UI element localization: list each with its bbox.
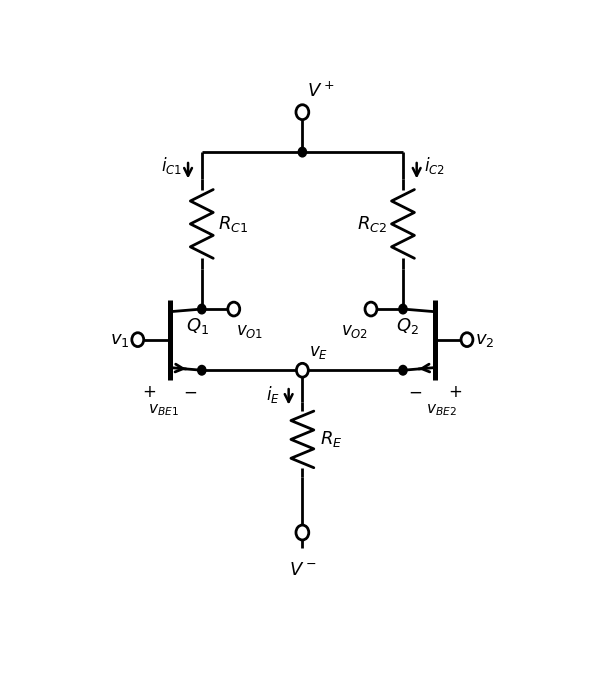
Circle shape <box>296 525 309 540</box>
Text: $Q_2$: $Q_2$ <box>396 316 419 337</box>
Text: $-$: $-$ <box>183 383 197 401</box>
Circle shape <box>198 304 206 314</box>
Text: $+$: $+$ <box>448 383 463 401</box>
Circle shape <box>365 302 377 316</box>
Text: $v_{O2}$: $v_{O2}$ <box>342 323 369 341</box>
Circle shape <box>228 302 240 316</box>
Circle shape <box>198 366 206 375</box>
Text: $V^+$: $V^+$ <box>307 81 334 100</box>
Text: $v_{O1}$: $v_{O1}$ <box>236 323 264 341</box>
Circle shape <box>461 333 473 347</box>
Text: $v_2$: $v_2$ <box>475 331 494 349</box>
Text: $v_1$: $v_1$ <box>110 331 130 349</box>
Circle shape <box>399 304 407 314</box>
Text: $R_{C2}$: $R_{C2}$ <box>357 214 387 234</box>
Text: $V^-$: $V^-$ <box>289 561 316 579</box>
Text: $+$: $+$ <box>142 383 156 401</box>
Circle shape <box>299 147 306 157</box>
Circle shape <box>296 363 309 377</box>
Circle shape <box>296 105 309 120</box>
Text: $-$: $-$ <box>408 383 422 401</box>
Text: $v_{BE1}$: $v_{BE1}$ <box>148 402 178 418</box>
Text: $i_{C1}$: $i_{C1}$ <box>162 155 183 176</box>
Circle shape <box>399 366 407 375</box>
Text: $R_E$: $R_E$ <box>320 429 342 449</box>
Text: $R_{C1}$: $R_{C1}$ <box>218 214 248 234</box>
Text: $i_{C2}$: $i_{C2}$ <box>424 155 445 176</box>
Circle shape <box>132 333 144 347</box>
Text: $i_E$: $i_E$ <box>266 384 280 405</box>
Text: $v_{BE2}$: $v_{BE2}$ <box>427 402 457 418</box>
Text: $v_E$: $v_E$ <box>309 343 329 361</box>
Text: $Q_1$: $Q_1$ <box>186 316 209 337</box>
